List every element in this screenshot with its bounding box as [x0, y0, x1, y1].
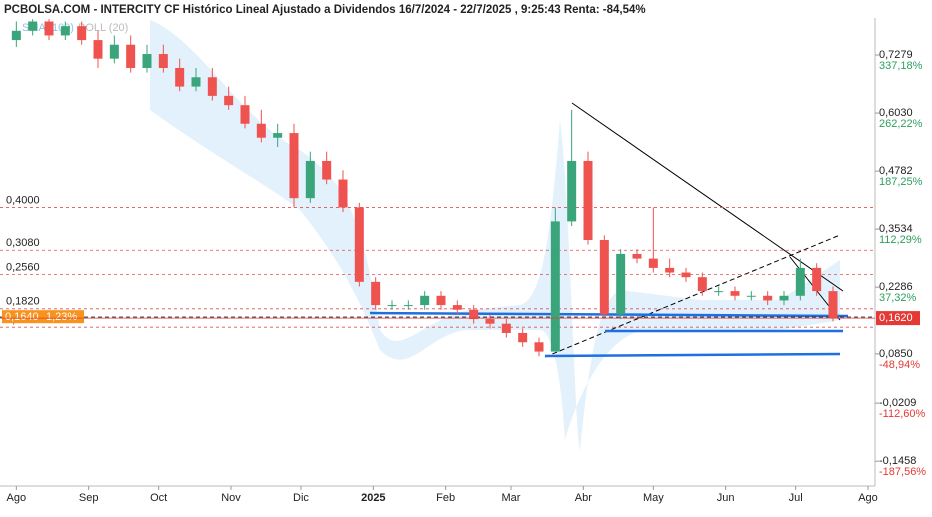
candle-body — [11, 30, 21, 41]
support-line — [544, 352, 841, 358]
x-tick-label: Feb — [436, 492, 455, 504]
x-tick-label: May — [643, 492, 664, 504]
candle-body — [256, 123, 266, 138]
level-label: 0,1820 — [6, 296, 40, 308]
y-tick-label: 0,3534 — [879, 223, 913, 235]
candle-body — [207, 77, 217, 96]
candle-body — [109, 44, 119, 59]
candle-body — [763, 295, 773, 301]
y-tick-label: -0,1458 — [879, 455, 916, 467]
candle-body — [273, 133, 283, 138]
candle-body — [28, 21, 38, 31]
candle-body — [126, 44, 136, 68]
reference-label: 0,1640 — [5, 311, 39, 323]
candle-body — [501, 323, 511, 333]
y-tick-label: 0,2286 — [879, 281, 913, 293]
candle-body — [93, 40, 103, 59]
reference-change: 1,23% — [46, 311, 77, 323]
y-tick-change: -112,60% — [879, 408, 925, 420]
candle-body — [387, 305, 397, 307]
candle-body — [175, 67, 185, 87]
x-tick-label: Dic — [293, 492, 309, 504]
candle-body — [403, 305, 413, 307]
candle-body — [240, 105, 250, 124]
candle-body — [305, 160, 315, 199]
x-tick-label: Mar — [502, 492, 521, 504]
legend-entry: BOLL (20) — [78, 22, 128, 34]
x-tick-label: Abr — [575, 492, 592, 504]
y-tick-label: 0,0850 — [879, 348, 913, 360]
x-tick-label: Sep — [79, 492, 99, 504]
trendline — [571, 102, 844, 292]
candle-body — [191, 77, 201, 87]
candle-body — [583, 160, 593, 240]
candle-body — [648, 258, 658, 268]
candle-body — [567, 160, 577, 222]
candle-body — [469, 309, 479, 320]
y-tick-label: -0,0209 — [879, 397, 916, 409]
candle-body — [665, 267, 675, 273]
candle-body — [158, 54, 168, 68]
candle-body — [697, 277, 707, 292]
y-tick-change: -187,56% — [879, 466, 926, 478]
candle-body — [77, 26, 87, 41]
last-price-box — [876, 311, 920, 326]
x-tick-label: Ago — [7, 492, 27, 504]
y-tick-label: 0,6030 — [879, 107, 913, 119]
candle-body — [599, 239, 609, 315]
y-tick-label: 0,7279 — [879, 49, 913, 61]
x-tick-label: Jul — [789, 492, 803, 504]
candle-body — [681, 272, 691, 278]
candle-body — [779, 295, 789, 301]
chart-title: PCBOLSA.COM - INTERCITY CF Histórico Lin… — [4, 4, 646, 16]
candle-body — [714, 291, 724, 293]
candle-body — [812, 267, 822, 292]
candle-body — [828, 291, 838, 319]
candle-body — [371, 281, 381, 306]
trendline — [544, 234, 841, 358]
y-tick-change: 37,32% — [879, 292, 917, 304]
candle-body — [354, 207, 364, 282]
x-tick-label: 2025 — [361, 492, 385, 504]
candle-body — [420, 295, 430, 306]
candle-body — [746, 295, 756, 297]
x-tick-label: Ago — [858, 492, 878, 504]
level-label: 0,2560 — [6, 261, 40, 273]
candle-body — [60, 26, 70, 36]
x-tick-label: Oct — [150, 492, 167, 504]
x-tick-label: Nov — [221, 492, 241, 504]
candle-body — [322, 160, 332, 180]
trendlines — [150, 20, 849, 450]
candle-body — [142, 54, 152, 68]
candle-body — [485, 319, 495, 324]
candle-body — [289, 133, 299, 199]
y-tick-change: 262,22% — [879, 118, 923, 130]
y-tick-change: 187,25% — [879, 176, 923, 188]
support-line — [369, 311, 849, 318]
candle-body — [436, 295, 446, 306]
candle-body — [338, 179, 348, 208]
candle-body — [795, 267, 805, 296]
candle-body — [550, 221, 560, 352]
y-tick-change: -48,94% — [879, 359, 920, 371]
y-tick-label: 0,4782 — [879, 165, 913, 177]
level-label: 0,4000 — [6, 194, 40, 206]
last-price-label: 0,1620 — [879, 312, 913, 324]
y-tick-change: 112,29% — [879, 234, 922, 246]
candle-body — [44, 21, 54, 36]
candle-body — [534, 342, 544, 352]
candle-body — [616, 253, 626, 315]
y-tick-change: 337,18% — [879, 60, 923, 72]
candle-body — [730, 291, 740, 296]
x-tick-label: Jun — [717, 492, 735, 504]
level-label: 0,3080 — [6, 237, 40, 249]
candle-body — [518, 332, 528, 343]
candle-body — [452, 305, 462, 310]
candle-body — [632, 253, 642, 259]
reference-box — [2, 310, 84, 324]
candle-body — [224, 95, 234, 106]
